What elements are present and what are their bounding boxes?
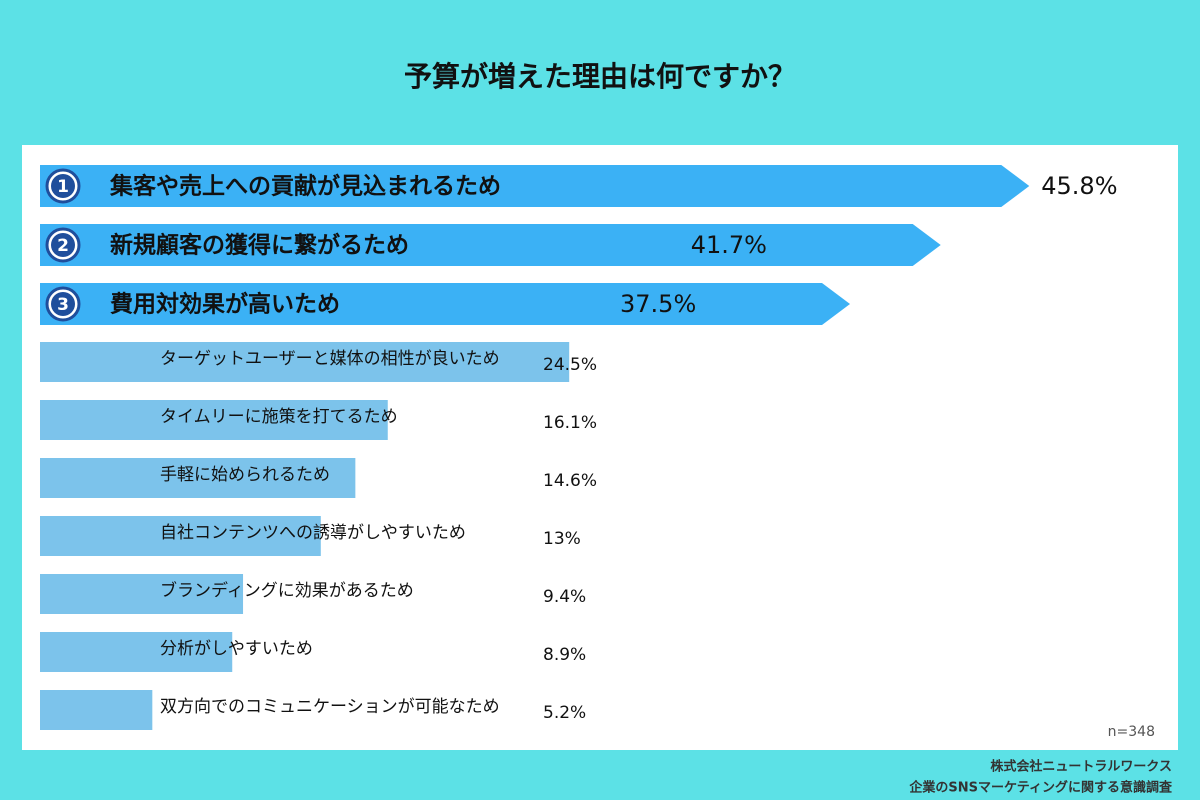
- value-label: 45.8%: [1041, 172, 1117, 200]
- bar: [40, 342, 570, 382]
- category-label: 分析がしやすいため: [160, 639, 313, 659]
- bar: [40, 224, 941, 266]
- category-label: タイムリーに施策を打てるため: [160, 407, 398, 427]
- bar: [40, 574, 244, 614]
- category-label: 双方向でのコミュニケーションが可能なため: [160, 697, 500, 717]
- rank-badge-inner: [51, 292, 75, 316]
- bar: [40, 516, 321, 556]
- value-label: 5.2%: [543, 703, 586, 723]
- rank-label: 3: [57, 295, 69, 315]
- category-label: 新規顧客の獲得に繋がるため: [110, 232, 409, 259]
- value-label: 8.9%: [543, 645, 586, 665]
- value-label: 16.1%: [543, 413, 597, 433]
- rank-label: 2: [57, 236, 69, 256]
- value-label: 9.4%: [543, 587, 586, 607]
- value-label: 24.5%: [543, 355, 597, 375]
- bar: [40, 690, 153, 730]
- source-survey: 企業のSNSマーケティングに関する意識調査: [908, 780, 1173, 796]
- sample-size: n=348: [1108, 724, 1155, 740]
- category-label: ブランディングに効果があるため: [160, 580, 414, 601]
- value-label: 13%: [543, 529, 581, 549]
- bar: [40, 632, 233, 672]
- category-label: 自社コンテンツへの誘導がしやすいため: [160, 523, 466, 543]
- bar: [40, 400, 388, 440]
- bar: [40, 283, 850, 325]
- rank-badge-inner: [51, 233, 75, 257]
- chart-title: 予算が増えた理由は何ですか？: [404, 60, 796, 93]
- category-label: 手軽に始められるため: [160, 465, 330, 485]
- bar: [40, 165, 1030, 207]
- value-label: 14.6%: [543, 471, 597, 491]
- bar: [40, 458, 356, 498]
- value-label: 41.7%: [691, 231, 767, 259]
- rank-badge-inner: [51, 174, 75, 198]
- category-label: ターゲットユーザーと媒体の相性が良いため: [160, 349, 500, 369]
- rank-label: 1: [57, 177, 69, 197]
- source-company: 株式会社ニュートラルワークス: [990, 759, 1172, 775]
- value-label: 37.5%: [620, 290, 696, 318]
- category-label: 集客や売上への貢献が見込まれるため: [109, 173, 501, 200]
- category-label: 費用対効果が高いため: [110, 291, 340, 318]
